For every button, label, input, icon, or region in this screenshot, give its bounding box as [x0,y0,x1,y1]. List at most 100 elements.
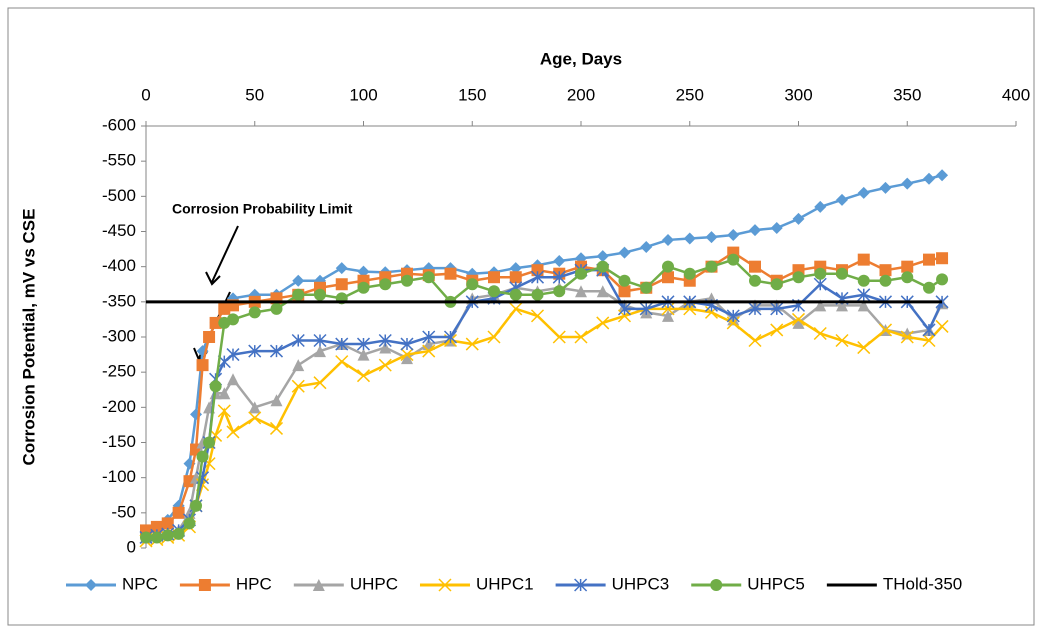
marker [209,380,222,393]
marker [639,302,653,316]
marker [922,323,936,337]
marker [835,333,849,348]
marker [183,475,196,488]
marker [356,369,371,383]
marker [190,499,203,512]
marker [401,352,413,365]
marker [291,333,305,348]
marker [857,274,870,287]
marker [879,181,892,194]
marker [836,193,848,206]
marker [269,344,284,358]
marker [335,355,349,369]
marker [618,285,631,298]
legend-label: UHPC [350,574,398,593]
marker [248,344,262,358]
marker [488,271,500,284]
marker [379,278,392,291]
marker [509,302,523,316]
marker [748,302,762,316]
marker [217,404,231,418]
marker [618,246,631,259]
marker [922,333,936,348]
marker [400,348,414,362]
marker [770,221,783,234]
y-axis-title: Corrosion Potential, mV vs CSE [19,209,38,466]
marker [727,229,740,242]
marker [596,260,609,273]
marker [552,330,566,344]
marker [509,271,522,284]
marker [438,578,452,592]
marker [401,274,413,287]
marker [748,333,762,348]
marker [792,212,805,225]
marker [203,436,216,449]
marker [150,520,163,533]
x-tick-label: 0 [141,85,150,104]
marker [618,274,631,287]
marker [422,271,435,284]
x-tick-label: 100 [349,85,377,104]
marker [857,299,870,312]
y-tick-label: -600 [102,115,136,134]
marker [552,270,566,284]
marker [312,579,325,591]
y-tick-label: -150 [102,432,136,451]
x-tick-label: 200 [567,85,595,104]
y-tick-label: 0 [127,537,136,556]
y-tick-label: -50 [111,502,136,521]
marker [422,344,436,358]
marker [857,186,870,199]
marker [227,373,239,386]
marker [378,333,392,348]
marker [269,421,284,435]
marker [291,379,305,393]
legend-label: UHPC1 [476,574,534,593]
x-tick-label: 350 [893,85,921,104]
marker [248,401,261,414]
marker [574,330,588,344]
marker [710,579,723,591]
marker [292,359,305,372]
marker [553,285,566,298]
marker [836,299,848,312]
marker [935,319,949,333]
marker [640,281,653,294]
marker [814,299,827,312]
marker [683,232,696,245]
marker [218,387,231,400]
marker [879,264,892,277]
marker [226,425,240,439]
marker [936,169,949,182]
legend-label: HPC [236,574,272,593]
marker [640,240,653,253]
marker [466,278,479,291]
marker [227,313,239,326]
marker [488,285,500,298]
marker [203,331,216,343]
y-tick-label: -550 [102,151,136,170]
marker [509,262,522,275]
marker [857,253,870,266]
marker [553,255,566,268]
x-axis-title: Age, Days [540,49,622,68]
x-tick-label: 150 [458,85,486,104]
marker [749,260,761,273]
marker [705,260,718,273]
marker [400,337,414,351]
marker [662,233,674,246]
marker [662,260,674,273]
marker [248,411,262,425]
marker [357,265,370,278]
marker [770,278,783,291]
marker [596,285,609,298]
marker [923,172,935,185]
marker [749,224,761,237]
marker [878,323,893,337]
marker [465,337,479,351]
marker [292,288,305,301]
marker [196,359,209,372]
marker [727,253,740,266]
